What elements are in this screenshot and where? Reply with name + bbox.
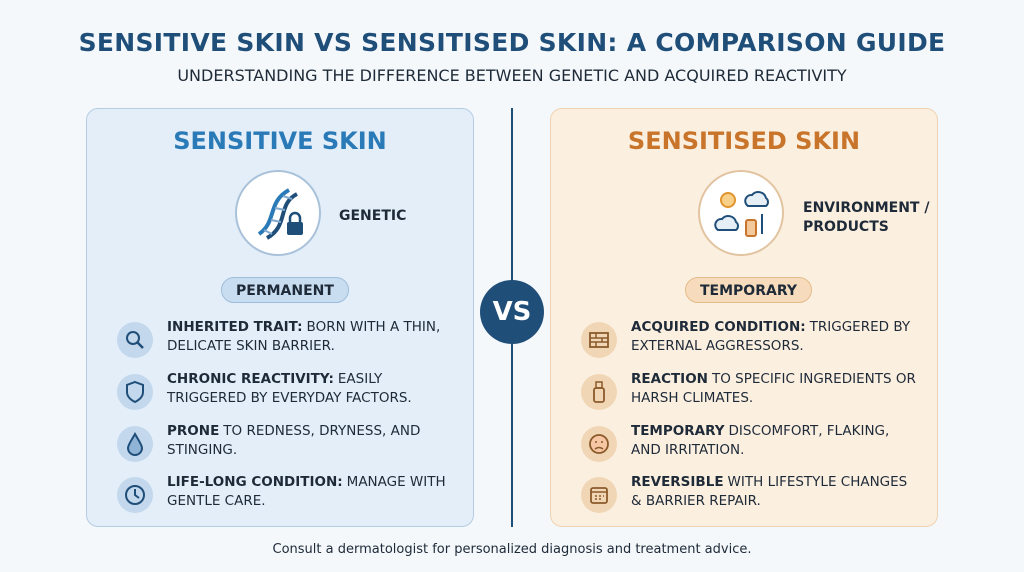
item-icon	[117, 477, 153, 513]
item-lead: REVERSIBLE	[631, 474, 724, 490]
icon-label: ENVIRONMENT / PRODUCTS	[803, 200, 930, 235]
item-lead: REACTION	[631, 371, 708, 387]
wall-icon	[589, 332, 609, 348]
clock-icon	[125, 485, 145, 505]
list-item: REACTION TO SPECIFIC INGREDIENTS OR HARSH…	[573, 370, 923, 416]
item-lead: INHERITED TRAIT:	[167, 319, 303, 335]
vs-badge: VS	[480, 280, 544, 344]
item-lead: LIFE-LONG CONDITION:	[167, 474, 343, 490]
list-item: ACQUIRED CONDITION: TRIGGERED BY EXTERNAL…	[573, 318, 923, 364]
item-icon	[581, 322, 617, 358]
environment-icon	[698, 170, 784, 256]
item-icon	[581, 374, 617, 410]
item-text: REVERSIBLE WITH LIFESTYLE CHANGES & BARRI…	[631, 473, 921, 511]
item-lead: PRONE	[167, 423, 220, 439]
item-body: WITH LIFESTYLE CHANGES & BARRIER REPAIR.	[631, 474, 908, 509]
badge: PERMANENT	[221, 277, 349, 303]
item-lead: CHRONIC REACTIVITY:	[167, 371, 334, 387]
search-icon	[126, 331, 144, 349]
list-item: INHERITED TRAIT: BORN WITH A THIN, DELICA…	[109, 318, 459, 364]
bottle-icon	[593, 381, 605, 403]
item-body: DISCOMFORT, FLAKING, AND IRRITATION.	[631, 423, 890, 458]
panel-title: SENSITIVE SKIN	[173, 127, 387, 155]
item-text: TEMPORARY DISCOMFORT, FLAKING, AND IRRITA…	[631, 422, 921, 460]
item-text: PRONE TO REDNESS, DRYNESS, AND STINGING.	[167, 422, 457, 460]
list-item: PRONE TO REDNESS, DRYNESS, AND STINGING.	[109, 422, 459, 468]
list-item: CHRONIC REACTIVITY: EASILY TRIGGERED BY E…	[109, 370, 459, 416]
panel-title: SENSITISED SKIN	[627, 127, 861, 155]
title: SENSITIVE SKIN VS SENSITISED SKIN: A COM…	[78, 28, 946, 57]
item-body: TO REDNESS, DRYNESS, AND STINGING.	[167, 423, 421, 458]
item-icon	[581, 426, 617, 462]
item-body: BORN WITH A THIN, DELICATE SKIN BARRIER.	[167, 319, 441, 354]
footer-note: Consult a dermatologist for personalized…	[272, 542, 752, 557]
list-item: LIFE-LONG CONDITION: MANAGE WITH GENTLE C…	[109, 473, 459, 519]
item-text: INHERITED TRAIT: BORN WITH A THIN, DELICA…	[167, 318, 457, 356]
face-icon	[589, 434, 609, 454]
dna-graphic	[257, 188, 303, 240]
list-item: TEMPORARY DISCOMFORT, FLAKING, AND IRRITA…	[573, 422, 923, 468]
environment-graphic	[714, 191, 769, 237]
item-text: CHRONIC REACTIVITY: EASILY TRIGGERED BY E…	[167, 370, 457, 408]
item-icon	[117, 426, 153, 462]
item-body: MANAGE WITH GENTLE CARE.	[167, 474, 446, 509]
list-item: REVERSIBLE WITH LIFESTYLE CHANGES & BARRI…	[573, 473, 923, 519]
dna-icon	[235, 170, 321, 256]
item-lead: ACQUIRED CONDITION:	[631, 319, 806, 335]
item-icon	[117, 374, 153, 410]
item-text: LIFE-LONG CONDITION: MANAGE WITH GENTLE C…	[167, 473, 457, 511]
badge: TEMPORARY	[685, 277, 812, 303]
item-body: TRIGGERED BY EXTERNAL AGGRESSORS.	[631, 319, 911, 354]
item-text: ACQUIRED CONDITION: TRIGGERED BY EXTERNAL…	[631, 318, 921, 356]
item-body: TO SPECIFIC INGREDIENTS OR HARSH CLIMATE…	[631, 371, 916, 406]
left-panel: SENSITIVE SKIN GENETIC PERMANENT INHERIT…	[86, 108, 474, 527]
drop-icon	[126, 431, 144, 456]
subtitle: UNDERSTANDING THE DIFFERENCE BETWEEN GEN…	[177, 66, 847, 85]
item-icon	[117, 322, 153, 358]
shield-icon	[126, 380, 144, 404]
right-panel: SENSITISED SKIN ENVIRONMENT / PRODUCTS T…	[550, 108, 938, 527]
item-text: REACTION TO SPECIFIC INGREDIENTS OR HARSH…	[631, 370, 921, 408]
calendar-icon	[590, 487, 608, 504]
item-lead: TEMPORARY	[631, 423, 725, 439]
item-body: EASILY TRIGGERED BY EVERYDAY FACTORS.	[167, 371, 412, 406]
item-icon	[581, 477, 617, 513]
icon-label: GENETIC	[339, 208, 407, 224]
